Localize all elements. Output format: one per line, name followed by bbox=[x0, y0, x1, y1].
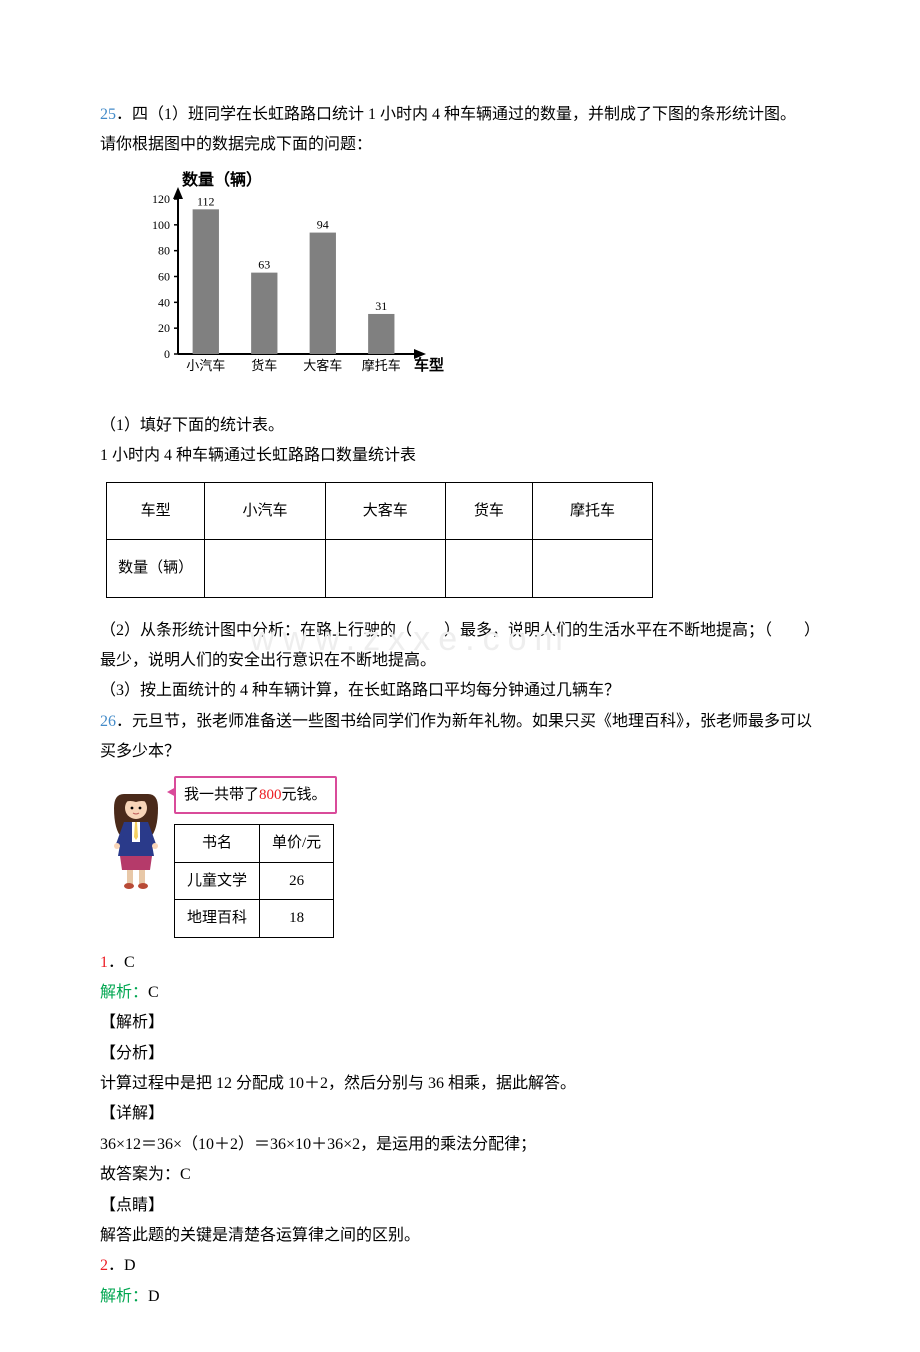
cell-bus bbox=[325, 540, 445, 598]
bt-head-price: 单价/元 bbox=[260, 825, 334, 863]
q26-stem: ．元旦节，张老师准备送一些图书给同学们作为新年礼物。如果只买《地理百科》，张老师… bbox=[100, 713, 812, 760]
svg-text:94: 94 bbox=[317, 217, 329, 231]
ans1-letter: ．C bbox=[108, 954, 135, 971]
answer-2: 2．D 解析：D bbox=[100, 1251, 820, 1312]
speech-amount: 800 bbox=[259, 787, 282, 803]
svg-text:112: 112 bbox=[197, 194, 215, 208]
cell-car bbox=[205, 540, 325, 598]
ans1-analysis-val: C bbox=[148, 984, 159, 1001]
ans1-fenxi-body: 计算过程中是把 12 分配成 10＋2，然后分别与 36 相乘，据此解答。 bbox=[100, 1069, 820, 1099]
q26-number: 26 bbox=[100, 713, 116, 730]
ans1-xiangjie-body2: 故答案为：C bbox=[100, 1160, 820, 1190]
svg-text:60: 60 bbox=[158, 269, 170, 283]
bt-r2-c2: 18 bbox=[260, 900, 334, 938]
svg-text:100: 100 bbox=[152, 218, 170, 232]
q25-stem1: ．四（1）班同学在长虹路路口统计 1 小时内 4 种车辆通过的数量，并制成了下图… bbox=[116, 106, 796, 123]
ans1-xiangjie-body1: 36×12＝36×（10＋2）＝36×10＋36×2，是运用的乘法分配律； bbox=[100, 1130, 820, 1160]
bar-chart: 数量（辆） 0 20 40 60 80 100 120 112 小汽车 63 货车 94 大客车 31 摩托车… bbox=[120, 171, 460, 401]
ans1-fenxi-label: 【分析】 bbox=[100, 1039, 820, 1069]
cell-moto bbox=[532, 540, 652, 598]
q25-part1-label: （1）填好下面的统计表。 bbox=[100, 411, 820, 441]
bt-r2-c1: 地理百科 bbox=[175, 900, 260, 938]
q25-part3: （3）按上面统计的 4 种车辆计算，在长虹路路口平均每分钟通过几辆车？ bbox=[100, 676, 820, 706]
th-bus: 大客车 bbox=[325, 482, 445, 540]
q25-part2: （2）从条形统计图中分析：在路上行驶的（ ）最多，说明人们的生活水平在不断地提高… bbox=[100, 616, 820, 677]
ans2-letter: ．D bbox=[108, 1257, 136, 1274]
svg-text:31: 31 bbox=[375, 299, 387, 313]
q25-stem2: 请你根据图中的数据完成下面的问题： bbox=[100, 130, 820, 160]
ans1-num: 1 bbox=[100, 954, 108, 971]
stat-table: 车型 小汽车 大客车 货车 摩托车 数量（辆） bbox=[106, 482, 653, 598]
svg-text:数量（辆）: 数量（辆） bbox=[182, 171, 262, 189]
svg-text:63: 63 bbox=[258, 257, 270, 271]
ans2-analysis-label: 解析： bbox=[100, 1288, 148, 1305]
bt-r1-c1: 儿童文学 bbox=[175, 862, 260, 900]
svg-text:0: 0 bbox=[164, 347, 170, 361]
cell-truck bbox=[445, 540, 532, 598]
speech-bubble: 我一共带了800元钱。 bbox=[174, 776, 337, 815]
speech-pre: 我一共带了 bbox=[184, 787, 259, 803]
ans2-analysis-val: D bbox=[148, 1288, 160, 1305]
th-truck: 货车 bbox=[445, 482, 532, 540]
svg-text:小汽车: 小汽车 bbox=[186, 358, 225, 373]
svg-text:120: 120 bbox=[152, 192, 170, 206]
ans1-dianjing-label: 【点睛】 bbox=[100, 1191, 820, 1221]
speech-suf: 元钱。 bbox=[282, 787, 327, 803]
svg-text:40: 40 bbox=[158, 295, 170, 309]
bt-head-name: 书名 bbox=[175, 825, 260, 863]
svg-text:大客车: 大客车 bbox=[303, 358, 342, 373]
th-car: 小汽车 bbox=[205, 482, 325, 540]
ans1-dianjing-body: 解答此题的关键是清楚各运算律之间的区别。 bbox=[100, 1221, 820, 1251]
question-26: 26．元旦节，张老师准备送一些图书给同学们作为新年礼物。如果只买《地理百科》，张… bbox=[100, 707, 820, 938]
ans2-num: 2 bbox=[100, 1257, 108, 1274]
th-moto: 摩托车 bbox=[532, 482, 652, 540]
bar-chart-svg: 数量（辆） 0 20 40 60 80 100 120 112 小汽车 63 货车 94 大客车 31 摩托车… bbox=[120, 171, 460, 396]
svg-text:20: 20 bbox=[158, 321, 170, 335]
svg-text:车型: 车型 bbox=[414, 356, 444, 374]
svg-text:摩托车: 摩托车 bbox=[362, 358, 401, 373]
ans1-analysis-label: 解析： bbox=[100, 984, 148, 1001]
answer-1: 1．C 解析：C 【解析】 【分析】 计算过程中是把 12 分配成 10＋2，然… bbox=[100, 948, 820, 1252]
ans1-jiexi: 【解析】 bbox=[100, 1008, 820, 1038]
q25-number: 25 bbox=[100, 106, 116, 123]
book-table: 书名 单价/元 儿童文学 26 地理百科 18 bbox=[174, 824, 334, 938]
svg-text:货车: 货车 bbox=[251, 358, 277, 373]
bt-r1-c2: 26 bbox=[260, 862, 334, 900]
q25-table-caption: 1 小时内 4 种车辆通过长虹路路口数量统计表 bbox=[100, 441, 820, 471]
svg-text:80: 80 bbox=[158, 243, 170, 257]
question-25: 25．四（1）班同学在长虹路路口统计 1 小时内 4 种车辆通过的数量，并制成了… bbox=[100, 100, 820, 707]
row-count-label: 数量（辆） bbox=[107, 540, 205, 598]
ans1-xiangjie-label: 【详解】 bbox=[100, 1099, 820, 1129]
th-vehicle-type: 车型 bbox=[107, 482, 205, 540]
teacher-avatar bbox=[104, 782, 168, 892]
